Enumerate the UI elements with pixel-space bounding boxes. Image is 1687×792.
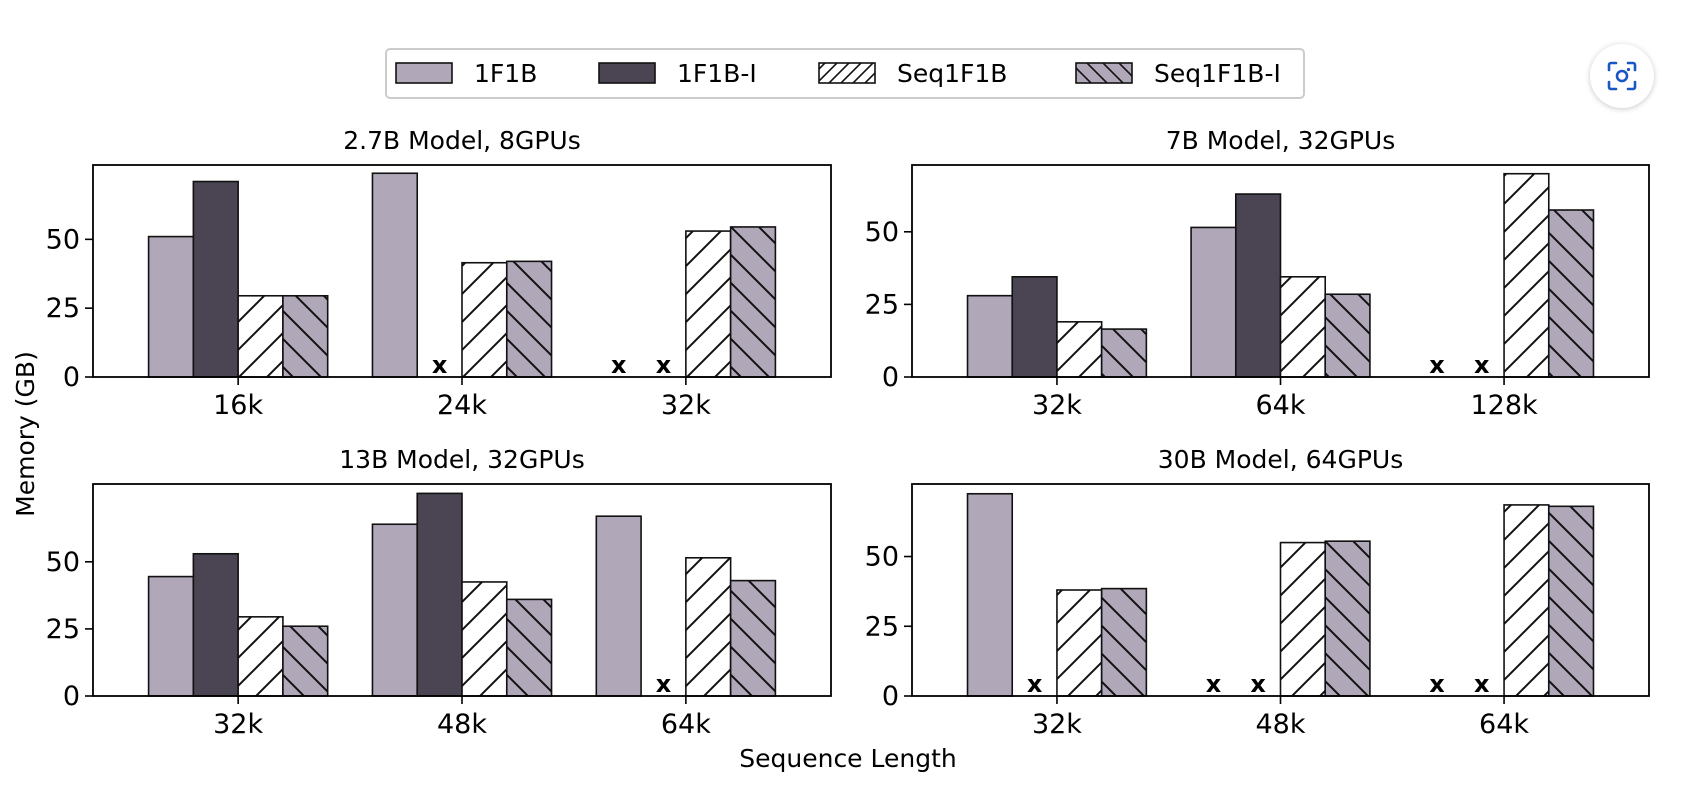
y-tick-label: 50 [865, 217, 899, 248]
legend-label-seq1f1b: Seq1F1B [897, 59, 1007, 88]
legend-label-seq1f1b-i: Seq1F1B-I [1154, 59, 1281, 88]
panel-title: 2.7B Model, 8GPUs [343, 126, 581, 155]
y-tick-label: 25 [865, 611, 899, 642]
bar-1f1b-64k [595, 515, 642, 697]
bar-1f1b-i-64k [1234, 193, 1282, 378]
bar-seq1f1b-i-48k [505, 598, 553, 697]
bar-1f1b-32k [966, 294, 1014, 378]
plot-frame [911, 164, 1650, 378]
panel-7b-model-32gpus: 7B Model, 32GPUs 0 25 50 32k 64k x x 128k [865, 126, 1650, 421]
oom-marker-1f1b-i-32k: x [1027, 670, 1043, 698]
y-tick-label: 25 [46, 293, 80, 324]
bar-seq1f1b-24k [461, 261, 508, 378]
bar-seq1f1b-i-64k [1547, 505, 1595, 697]
y-tick-label: 0 [882, 362, 899, 393]
oom-marker-1f1b-48k: x [1206, 670, 1222, 698]
bar-seq1f1b-32k [237, 616, 284, 697]
panel-title: 7B Model, 32GPUs [1166, 126, 1396, 155]
oom-marker-1f1b-i-32k: x [656, 351, 672, 379]
bar-seq1f1b-128k [1503, 172, 1550, 378]
legend-label-1f1b-i: 1F1B-I [677, 59, 757, 88]
panel-13b-model-32gpus: 13B Model, 32GPUs 0 25 50 32k 48k x 64k [46, 445, 832, 740]
legend-swatch-1f1b-i [598, 62, 656, 84]
bar-seq1f1b-32k [1056, 589, 1103, 697]
bar-seq1f1b-48k [1279, 541, 1327, 697]
bar-seq1f1b-i-32k [1100, 328, 1148, 378]
y-tick-label: 50 [865, 542, 899, 573]
bar-seq1f1b-i-64k [729, 579, 777, 697]
bar-seq1f1b-32k [685, 230, 732, 378]
bar-seq1f1b-16k [237, 294, 284, 378]
bar-seq1f1b-48k [461, 581, 508, 697]
y-tick-label: 0 [882, 681, 899, 712]
x-tick-label: 32k [1032, 709, 1082, 740]
panel-2-7b-model-8gpus: 2.7B Model, 8GPUs 0 25 50 16k x 24k x x 32k [46, 126, 832, 421]
bar-seq1f1b-64k [1279, 276, 1327, 378]
bar-1f1b-64k [1190, 226, 1237, 378]
legend-swatch-1f1b [395, 62, 453, 84]
plot-frame [92, 164, 832, 378]
oom-marker-1f1b-i-64k: x [656, 670, 672, 698]
plot-frame [92, 483, 832, 697]
bar-1f1b-24k [371, 172, 419, 378]
oom-marker-1f1b-i-48k: x [1250, 670, 1266, 698]
bar-seq1f1b-i-128k [1547, 209, 1595, 378]
bar-1f1b-i-32k [192, 552, 239, 697]
lens-search-button[interactable] [1590, 44, 1654, 108]
x-axis-label: Sequence Length [739, 744, 957, 773]
oom-marker-1f1b-128k: x [1429, 351, 1445, 379]
oom-marker-1f1b-32k: x [611, 351, 627, 379]
x-tick-label: 32k [213, 709, 263, 740]
legend-swatch-seq1f1b [818, 62, 876, 84]
oom-marker-1f1b-i-24k: x [432, 351, 448, 379]
y-tick-label: 25 [46, 614, 80, 645]
panel-title: 13B Model, 32GPUs [339, 445, 584, 474]
bar-seq1f1b-64k [685, 556, 732, 697]
x-tick-label: 24k [437, 390, 487, 421]
panel-title: 30B Model, 64GPUs [1158, 445, 1403, 474]
bar-seq1f1b-64k [1503, 504, 1550, 697]
bar-seq1f1b-i-32k [729, 226, 777, 378]
y-tick-label: 0 [63, 681, 80, 712]
x-tick-label: 16k [213, 390, 263, 421]
x-tick-label: 64k [661, 709, 711, 740]
bar-1f1b-i-16k [192, 180, 239, 378]
oom-marker-1f1b-64k: x [1429, 670, 1445, 698]
bar-1f1b-32k [966, 492, 1014, 697]
y-tick-label: 50 [46, 547, 80, 578]
bar-1f1b-16k [147, 235, 195, 378]
y-tick-label: 50 [46, 224, 80, 255]
bar-1f1b-i-48k [416, 492, 463, 697]
x-tick-label: 64k [1256, 390, 1306, 421]
plot-frame [911, 483, 1650, 697]
bar-1f1b-48k [371, 523, 419, 697]
bar-seq1f1b-i-32k [282, 625, 329, 697]
bar-seq1f1b-i-24k [505, 260, 553, 378]
x-tick-label: 32k [1032, 390, 1082, 421]
bar-seq1f1b-i-32k [1100, 587, 1148, 697]
y-axis-label: Memory (GB) [11, 351, 40, 517]
x-tick-label: 128k [1470, 390, 1538, 421]
x-tick-label: 64k [1479, 709, 1529, 740]
x-tick-label: 32k [661, 390, 711, 421]
oom-marker-1f1b-i-64k: x [1474, 670, 1490, 698]
bar-seq1f1b-i-64k [1324, 293, 1371, 378]
lens-scan-icon [1607, 61, 1637, 91]
legend-label-1f1b: 1F1B [474, 59, 537, 88]
bar-seq1f1b-i-16k [282, 294, 329, 378]
x-tick-label: 48k [1256, 709, 1306, 740]
bar-seq1f1b-i-48k [1324, 540, 1371, 697]
y-tick-label: 25 [865, 289, 899, 320]
x-tick-label: 48k [437, 709, 487, 740]
y-tick-label: 0 [63, 362, 80, 393]
bar-seq1f1b-32k [1056, 321, 1103, 378]
chart-legend: 1F1B 1F1B-I Seq1F1B Seq1F1B-I [385, 48, 1305, 99]
bar-1f1b-32k [147, 575, 195, 697]
oom-marker-1f1b-i-128k: x [1474, 351, 1490, 379]
legend-swatch-seq1f1b-i [1075, 62, 1133, 84]
bar-1f1b-i-32k [1011, 276, 1058, 378]
